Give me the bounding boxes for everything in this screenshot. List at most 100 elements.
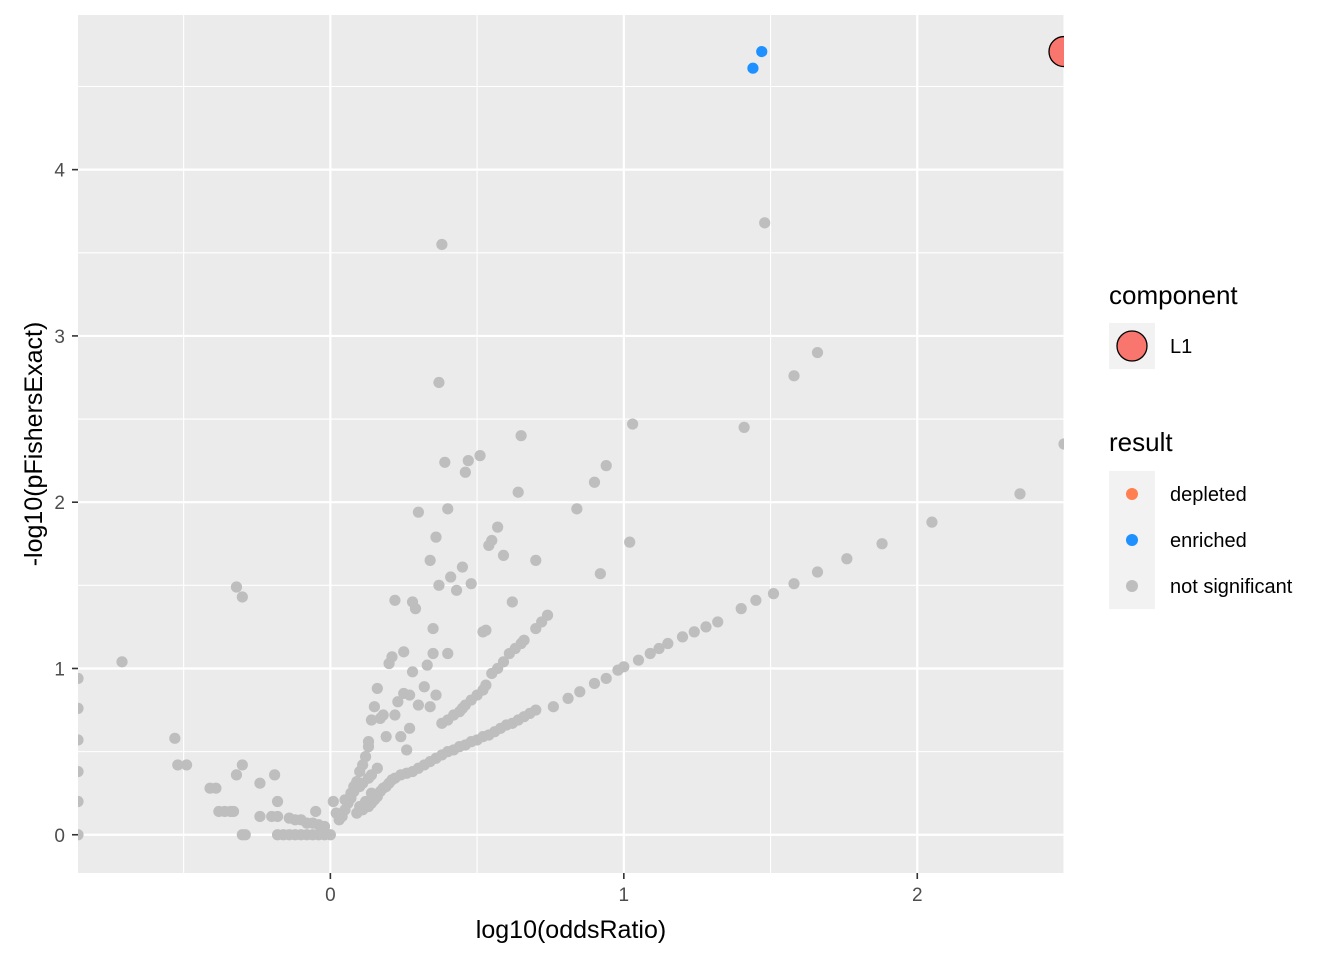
point-not-significant [359, 751, 372, 763]
point-not-significant [398, 646, 410, 658]
point-not-significant [371, 682, 383, 695]
point-not-significant [574, 686, 586, 698]
point-not-significant [632, 654, 645, 666]
y-tick-label: 2 [54, 493, 65, 514]
point-not-significant [506, 596, 518, 608]
point-not-significant [462, 455, 474, 467]
point-not-significant [310, 805, 322, 818]
point-not-significant [227, 805, 240, 818]
point-not-significant [442, 647, 454, 660]
point-not-significant [427, 622, 439, 635]
point-enriched [747, 62, 759, 74]
point-not-significant [811, 566, 824, 578]
legend-label-enriched: enriched [1170, 530, 1247, 552]
point-not-significant [409, 603, 422, 615]
data-points [78, 35, 1064, 841]
point-not-significant [480, 624, 492, 636]
point-not-significant [767, 588, 780, 600]
point-not-significant [365, 714, 378, 726]
x-axis-title: log10(oddsRatio) [476, 916, 666, 944]
point-not-significant [530, 554, 542, 566]
point-not-significant [653, 642, 665, 655]
x-tick-label: 0 [325, 885, 336, 906]
point-not-significant [594, 568, 606, 580]
point-not-significant [424, 701, 436, 713]
point-not-significant [738, 421, 750, 433]
point-not-significant [427, 647, 439, 660]
point-not-significant [430, 531, 442, 543]
point-not-significant [588, 677, 601, 690]
point-not-significant [78, 765, 84, 778]
point-not-significant [230, 581, 243, 593]
point-not-significant [442, 503, 454, 515]
point-not-significant [624, 536, 636, 548]
point-not-significant [465, 578, 477, 590]
point-not-significant [359, 795, 372, 808]
point-not-significant [78, 795, 84, 808]
major-gridlines [78, 15, 1064, 873]
point-not-significant [459, 466, 471, 478]
y-tick-label: 1 [54, 659, 65, 680]
point-not-significant [676, 631, 689, 643]
point-not-significant [700, 621, 712, 633]
point-not-significant [236, 759, 248, 771]
point-not-significant [380, 731, 392, 743]
legend: component L1 result depleted enriched no… [1109, 280, 1293, 609]
point-not-significant [1058, 438, 1064, 450]
point-not-significant [788, 578, 800, 590]
legend-key-enriched [1126, 534, 1138, 546]
point-not-significant [515, 430, 527, 442]
point-not-significant [600, 460, 612, 472]
point-not-significant [562, 692, 574, 705]
point-not-significant [486, 534, 498, 547]
point-not-significant [169, 732, 181, 744]
legend-title-result: result [1109, 427, 1173, 457]
legend-label-depleted: depleted [1170, 484, 1247, 506]
point-not-significant [571, 503, 583, 515]
legend-key-depleted [1126, 488, 1138, 500]
point-not-significant [497, 549, 510, 562]
y-tick-label: 0 [54, 826, 65, 847]
legend-key-not-significant [1126, 580, 1138, 592]
point-not-significant [412, 506, 425, 518]
point-not-significant [547, 701, 559, 713]
point-not-significant [876, 538, 888, 550]
point-not-significant [439, 456, 451, 468]
point-not-significant [788, 370, 800, 382]
point-not-significant [618, 661, 630, 673]
point-not-significant [180, 759, 193, 771]
point-not-significant [404, 689, 416, 701]
point-not-significant [662, 637, 674, 650]
legend-key-l1 [1116, 330, 1148, 362]
y-axis: 0 1 2 3 4 [54, 161, 78, 847]
point-not-significant [433, 376, 445, 389]
point-not-significant [78, 672, 84, 685]
point-not-significant [735, 603, 747, 615]
point-not-significant [116, 656, 128, 668]
point-not-significant [78, 734, 84, 746]
point-not-significant [750, 594, 762, 606]
point-not-significant [456, 561, 469, 573]
point-not-significant [78, 702, 84, 714]
legend-label-l1: L1 [1170, 336, 1192, 358]
point-not-significant [377, 709, 389, 721]
point-not-significant [392, 696, 404, 708]
point-not-significant [327, 795, 339, 808]
point-not-significant [271, 810, 284, 823]
point-enriched [756, 45, 768, 58]
point-not-significant [480, 679, 492, 691]
point-not-significant [412, 699, 425, 711]
point-not-significant [172, 759, 184, 771]
point-not-significant [530, 704, 542, 716]
point-not-significant [492, 521, 504, 533]
point-not-significant [230, 769, 243, 781]
y-axis-title: -log10(pFishersExact) [20, 322, 48, 567]
point-not-significant [541, 609, 554, 621]
point-not-significant [600, 672, 612, 685]
point-l1-component [1048, 35, 1064, 68]
legend-title-component: component [1109, 280, 1238, 310]
point-not-significant [386, 651, 398, 663]
y-tick-label: 4 [54, 161, 65, 182]
x-tick-label: 1 [619, 885, 630, 906]
